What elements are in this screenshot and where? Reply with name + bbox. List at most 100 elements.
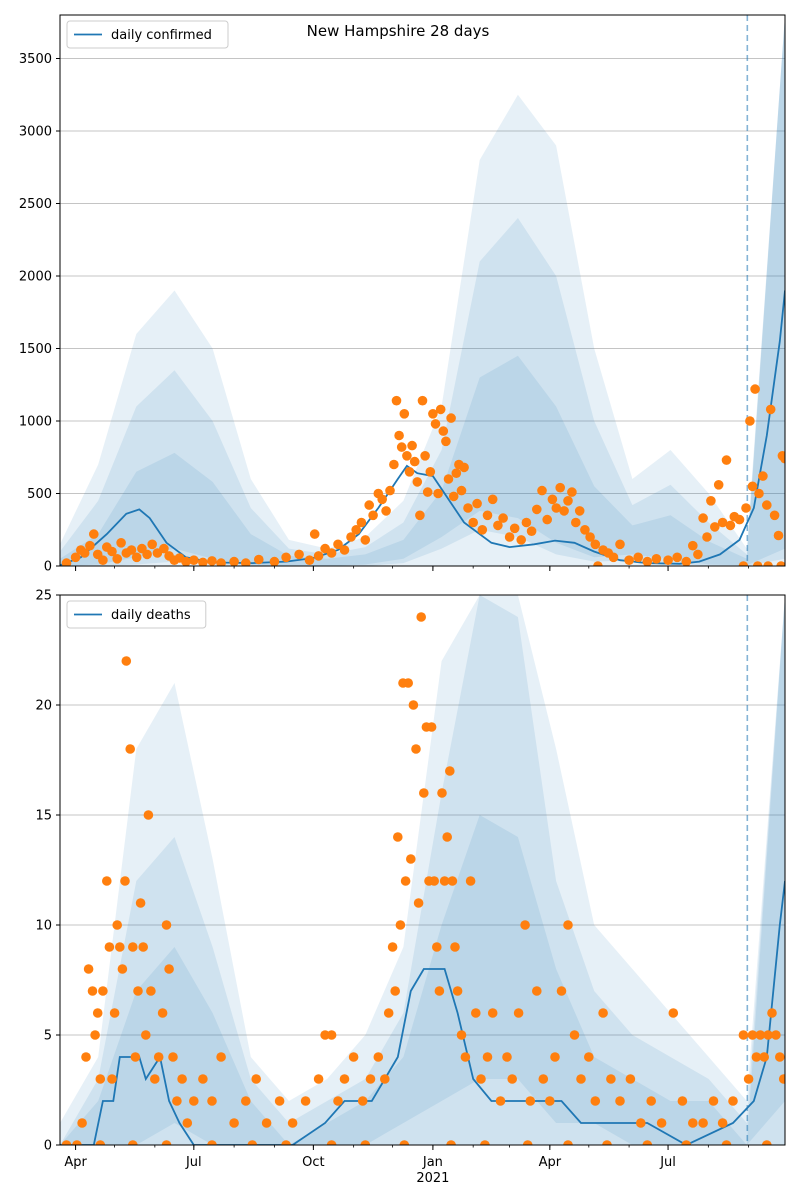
observed-point — [563, 920, 573, 930]
observed-point — [498, 513, 508, 523]
observed-point — [513, 1008, 524, 1018]
observed-point — [441, 436, 451, 447]
observed-point — [446, 1140, 456, 1145]
observed-point — [502, 1052, 512, 1062]
observed-point — [365, 1074, 376, 1084]
observed-point — [651, 554, 662, 564]
observed-point — [698, 513, 708, 523]
observed-point — [615, 1096, 625, 1106]
observed-point — [765, 404, 776, 415]
y-tick-label: 2500 — [19, 197, 52, 212]
y-tick-label: 3500 — [19, 52, 52, 67]
observed-point — [72, 1140, 82, 1145]
observed-point — [304, 555, 315, 565]
observed-point — [769, 510, 780, 521]
observed-point — [241, 1096, 251, 1106]
observed-point — [400, 876, 411, 886]
axes-frame — [59, 594, 786, 1146]
observed-point — [468, 517, 479, 528]
observed-point — [493, 520, 503, 531]
observed-point — [402, 451, 412, 461]
observed-point — [538, 1074, 549, 1084]
uncertainty-band-inner — [60, 595, 785, 1145]
observed-point — [482, 510, 493, 521]
observed-point — [450, 942, 460, 952]
observed-point — [717, 517, 728, 528]
observed-point — [128, 1140, 138, 1145]
observed-point — [763, 1030, 773, 1040]
observed-point — [425, 467, 436, 477]
observed-point — [708, 1096, 719, 1106]
observed-point — [309, 529, 320, 539]
observed-point — [281, 1140, 291, 1145]
observed-point — [721, 1140, 732, 1145]
observed-point — [395, 920, 406, 930]
observed-point — [61, 558, 72, 566]
observed-point — [688, 540, 698, 551]
observed-point — [555, 482, 565, 493]
observed-point — [109, 1008, 120, 1018]
observed-point — [399, 409, 410, 419]
legend-label: daily confirmed — [111, 28, 212, 43]
observed-point — [642, 556, 653, 566]
observed-point — [778, 1074, 785, 1084]
observed-point — [181, 556, 191, 566]
observed-point — [251, 1074, 261, 1084]
observed-point — [738, 561, 749, 566]
observed-point — [445, 766, 455, 776]
observed-point — [780, 453, 785, 464]
observed-point — [387, 942, 398, 952]
observed-point — [177, 1074, 187, 1084]
observed-point — [143, 810, 154, 820]
observed-point — [480, 1140, 490, 1145]
observed-point — [79, 548, 90, 558]
observed-point — [550, 1052, 560, 1062]
observed-point — [128, 942, 138, 952]
observed-point — [172, 1096, 182, 1106]
observed-point — [241, 558, 251, 566]
observed-point — [763, 561, 773, 566]
observed-point — [602, 1140, 612, 1145]
observed-point — [762, 1140, 772, 1145]
observed-point — [269, 556, 280, 566]
observed-point — [681, 556, 692, 566]
observed-point — [532, 986, 542, 996]
observed-point — [547, 494, 558, 505]
observed-point — [706, 496, 716, 506]
observed-point — [326, 1030, 337, 1040]
observed-point — [775, 1052, 785, 1062]
observed-point — [681, 1140, 692, 1145]
uncertainty-band-middle — [60, 595, 785, 1145]
observed-point — [429, 876, 440, 886]
observed-point — [419, 788, 429, 798]
observed-point — [447, 876, 458, 886]
observed-point — [459, 462, 469, 473]
observed-point — [747, 481, 758, 492]
observed-point — [125, 744, 135, 754]
y-tick-label: 25 — [35, 589, 52, 604]
observed-point — [754, 488, 764, 499]
observed-point — [702, 532, 712, 542]
observed-point — [728, 1096, 738, 1106]
observed-point — [189, 555, 199, 565]
observed-point — [403, 678, 414, 688]
observed-point — [411, 744, 421, 754]
y-tick-label: 5 — [44, 1029, 52, 1044]
uncertainty-band-outer — [60, 15, 785, 566]
observed-point — [333, 539, 343, 550]
observed-point — [247, 1140, 258, 1145]
observed-point — [146, 986, 156, 996]
observed-point — [542, 514, 552, 525]
observed-point — [463, 503, 473, 513]
observed-point — [598, 1008, 608, 1018]
observed-point — [465, 876, 476, 886]
observed-point — [198, 1074, 208, 1084]
observed-point — [389, 459, 399, 470]
observed-point — [168, 1052, 178, 1062]
observed-point — [380, 1074, 390, 1084]
observed-point — [615, 539, 625, 550]
observed-point — [563, 496, 573, 506]
observed-point — [668, 1008, 679, 1018]
observed-point — [339, 545, 350, 555]
